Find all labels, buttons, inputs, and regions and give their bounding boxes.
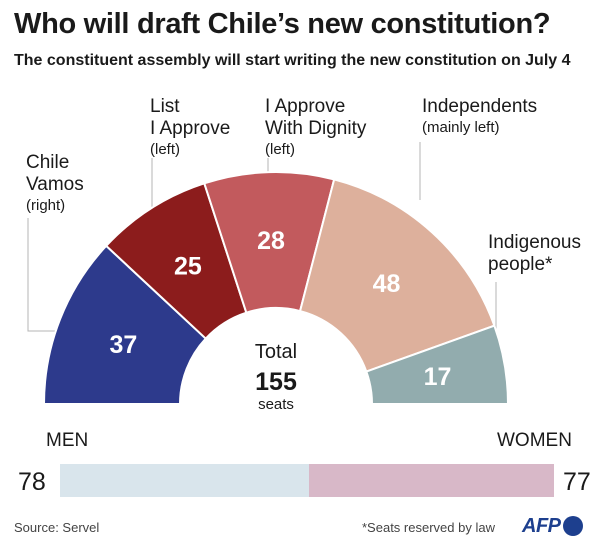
men-bar — [60, 464, 309, 497]
label-chile-vamos: Chile Vamos (right) — [26, 152, 84, 215]
women-count: 77 — [563, 468, 591, 496]
segment-value-2: 28 — [257, 227, 285, 255]
segment-0 — [42, 244, 208, 405]
label-indigenous-people-line1: Indigenous — [488, 232, 581, 253]
label-list-i-approve-note: (left) — [150, 141, 180, 158]
segment-value-0: 37 — [109, 331, 137, 359]
label-independents: Independents (mainly left) — [422, 96, 537, 137]
women-bar — [308, 464, 554, 497]
seats-footnote: *Seats reserved by law — [362, 520, 495, 535]
men-label: MEN — [46, 430, 89, 451]
segment-3 — [298, 178, 496, 373]
men-count: 78 — [18, 468, 46, 496]
segment-value-1: 25 — [174, 253, 202, 281]
label-chile-vamos-note: (right) — [26, 197, 66, 214]
source-note: Source: Servel — [14, 520, 100, 535]
label-list-i-approve-line2: I Approve — [150, 118, 231, 139]
total-label: Total — [255, 341, 297, 363]
label-list-i-approve-line1: List — [150, 96, 180, 117]
label-indigenous-people: Indigenous people* — [488, 232, 581, 276]
total-unit: seats — [258, 396, 294, 413]
segment-value-4: 17 — [424, 363, 452, 391]
women-label: WOMEN — [497, 430, 572, 451]
label-i-approve-with-dignity-note: (left) — [265, 141, 295, 158]
label-i-approve-with-dignity: I Approve With Dignity (left) — [265, 96, 366, 159]
label-indigenous-people-line2: people* — [488, 254, 553, 275]
label-chile-vamos-line2: Vamos — [26, 174, 84, 195]
afp-logo-dot — [562, 516, 583, 536]
label-chile-vamos-line1: Chile — [26, 152, 70, 173]
chart-title: Who will draft Chile’s new constitution? — [14, 8, 551, 40]
total-value: 155 — [255, 368, 297, 396]
label-independents-note: (mainly left) — [422, 119, 500, 136]
afp-logo: AFP — [522, 514, 583, 538]
label-i-approve-with-dignity-line1: I Approve — [265, 96, 346, 117]
chart-subtitle: The constituent assembly will start writ… — [14, 52, 571, 69]
label-i-approve-with-dignity-line2: With Dignity — [265, 118, 367, 139]
label-list-i-approve: List I Approve (left) — [150, 96, 230, 159]
segment-4 — [365, 324, 510, 405]
segment-value-3: 48 — [373, 270, 401, 298]
label-independents-line1: Independents — [422, 96, 538, 117]
afp-logo-text: AFP — [522, 514, 561, 537]
